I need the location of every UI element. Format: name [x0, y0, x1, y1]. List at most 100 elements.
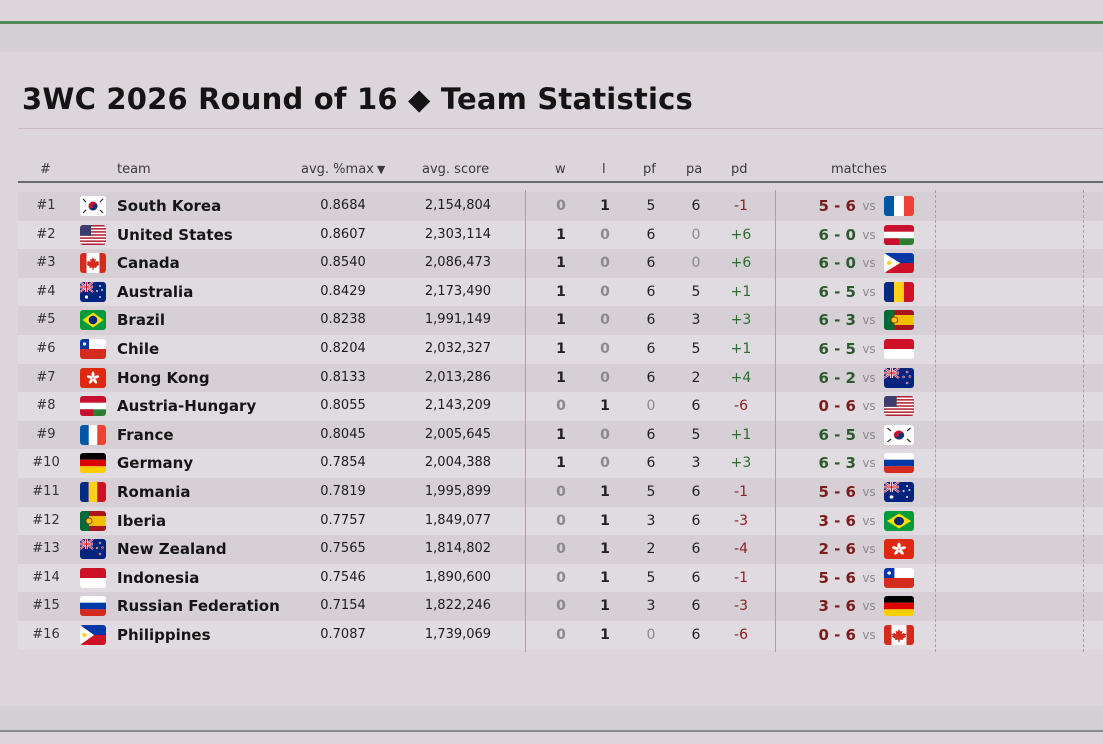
header-pa[interactable]: pa: [686, 162, 703, 177]
table-row[interactable]: #6 Chile 0.8204 2,032,327 1 0 6 5 +1 6 - 5 vs: [18, 335, 1103, 364]
iberia-flag-icon[interactable]: [884, 310, 914, 331]
philippines-flag-icon[interactable]: [884, 253, 914, 274]
header-avg-score[interactable]: avg. score: [422, 162, 490, 177]
losses-cell: 1: [600, 598, 610, 615]
match-score[interactable]: 6 - 0: [818, 225, 856, 244]
header-pd[interactable]: pd: [731, 162, 748, 177]
column-divider-matches: [775, 190, 776, 652]
match-score[interactable]: 5 - 6: [818, 197, 856, 215]
team-name[interactable]: Indonesia: [117, 568, 200, 587]
table-row[interactable]: #8 Austria-Hungary 0.8055 2,143,209 0 1 0 6 -6 0 …: [18, 392, 1103, 421]
match-score[interactable]: 6 - 5: [818, 340, 856, 358]
table-row[interactable]: #12 Iberia 0.7757 1,849,077 0 1 3 6 -3 3 - 6 vs: [18, 506, 1103, 536]
team-name[interactable]: Austria-Hungary: [117, 397, 257, 416]
team-name[interactable]: Hong Kong: [117, 368, 210, 387]
match-score[interactable]: 2 - 6: [818, 540, 856, 559]
team-name[interactable]: Russian Federation: [117, 597, 280, 616]
team-name[interactable]: Germany: [117, 454, 194, 473]
table-row[interactable]: #13 New Zealand 0.7565 1,814,802 0 1 2 6 -4 2 - 6…: [18, 535, 1103, 564]
header-team[interactable]: team: [117, 162, 151, 177]
match-score[interactable]: 6 - 2: [818, 368, 856, 387]
rank-cell: #5: [36, 312, 56, 328]
header-avg-max[interactable]: avg. %max ▼: [301, 162, 385, 177]
match-score[interactable]: 5 - 6: [818, 568, 856, 587]
header-w[interactable]: w: [555, 162, 566, 177]
team-name[interactable]: Brazil: [117, 311, 165, 330]
team-name[interactable]: United States: [117, 225, 233, 244]
table-row[interactable]: #2 United States 0.8607 2,303,114 1 0 6 0 +6 6 - …: [18, 220, 1103, 250]
match-score[interactable]: 6 - 3: [818, 454, 856, 473]
losses-cell: 1: [600, 627, 610, 643]
chile-flag-icon: [80, 339, 106, 359]
united-states-flag-icon[interactable]: [884, 396, 914, 417]
rank-cell: #1: [36, 198, 56, 213]
russia-flag-icon[interactable]: [884, 453, 914, 474]
losses-cell: 0: [600, 455, 610, 472]
team-name[interactable]: Canada: [117, 254, 180, 273]
table-row[interactable]: #16 Philippines 0.7087 1,739,069 0 1 0 6 -6 0 - 6…: [18, 621, 1103, 650]
match-score[interactable]: 3 - 6: [818, 511, 856, 530]
column-divider-dashed-1: [935, 190, 936, 652]
new-zealand-flag-icon: [80, 539, 106, 560]
point-diff-cell: -1: [734, 569, 748, 586]
header-matches: matches: [831, 162, 887, 177]
brazil-flag-icon[interactable]: [884, 510, 914, 531]
losses-cell: 0: [600, 341, 610, 357]
match-score[interactable]: 6 - 3: [818, 311, 856, 330]
header-l[interactable]: l: [602, 162, 606, 177]
table-row[interactable]: #10 Germany 0.7854 2,004,388 1 0 6 3 +3 6 - 3 vs: [18, 449, 1103, 478]
hong-kong-flag-icon[interactable]: [884, 539, 914, 560]
indonesia-flag-icon[interactable]: [884, 339, 914, 359]
match-score[interactable]: 3 - 6: [818, 597, 856, 616]
point-diff-cell: +1: [730, 426, 752, 443]
team-name[interactable]: Australia: [117, 282, 194, 301]
germany-flag-icon[interactable]: [884, 596, 914, 617]
vs-label: vs: [862, 427, 876, 442]
match-score[interactable]: 0 - 6: [818, 626, 856, 644]
table-row[interactable]: #9 France 0.8045 2,005,645 1 0 6 5 +1 6 - 5 vs: [18, 420, 1103, 450]
team-name[interactable]: South Korea: [117, 197, 222, 215]
austria-hungary-flag-icon[interactable]: [884, 224, 914, 245]
header-pf[interactable]: pf: [643, 162, 656, 177]
australia-flag-icon[interactable]: [884, 482, 914, 502]
avg-max-cell: 0.8238: [320, 312, 366, 328]
team-name[interactable]: Philippines: [117, 626, 211, 644]
team-name[interactable]: New Zealand: [117, 540, 227, 559]
match-score[interactable]: 0 - 6: [818, 397, 856, 416]
south-korea-flag-icon[interactable]: [884, 424, 914, 445]
points-against-cell: 5: [691, 283, 701, 300]
team-name[interactable]: Iberia: [117, 511, 167, 530]
points-against-cell: 5: [691, 341, 701, 357]
table-row[interactable]: #11 Romania 0.7819 1,995,899 0 1 5 6 -1 5 - 6 vs: [18, 478, 1103, 507]
table-row[interactable]: #4 Australia 0.8429 2,173,490 1 0 6 5 +1 6 - 5 vs: [18, 277, 1103, 307]
indonesia-flag-icon: [80, 567, 106, 588]
team-name[interactable]: Romania: [117, 483, 191, 501]
romania-flag-icon[interactable]: [884, 281, 914, 302]
table-row[interactable]: #1 South Korea 0.8684 2,154,804 0 1 5 6 -1 5 - 6 v…: [18, 192, 1103, 221]
wins-cell: 0: [556, 512, 566, 529]
match-score[interactable]: 6 - 5: [818, 282, 856, 301]
avg-max-cell: 0.8055: [320, 398, 366, 414]
vs-label: vs: [862, 342, 876, 356]
canada-flag-icon[interactable]: [884, 625, 914, 645]
wins-cell: 1: [556, 226, 566, 243]
wins-cell: 1: [556, 283, 566, 300]
points-for-cell: 3: [646, 512, 656, 529]
table-row[interactable]: #7 Hong Kong 0.8133 2,013,286 1 0 6 2 +4 6 - 2 vs: [18, 363, 1103, 393]
losses-cell: 0: [600, 226, 610, 243]
table-row[interactable]: #15 Russian Federation 0.7154 1,822,246 0 1 3 6…: [18, 592, 1103, 621]
team-name[interactable]: France: [117, 425, 174, 444]
points-against-cell: 5: [691, 426, 701, 443]
team-name[interactable]: Chile: [117, 340, 160, 358]
table-row[interactable]: #14 Indonesia 0.7546 1,890,600 0 1 5 6 -1 5 - 6 vs: [18, 563, 1103, 593]
match-score[interactable]: 6 - 0: [818, 254, 856, 273]
match-score[interactable]: 5 - 6: [818, 483, 856, 501]
france-flag-icon[interactable]: [884, 196, 914, 216]
points-for-cell: 5: [646, 198, 656, 214]
chile-flag-icon[interactable]: [884, 567, 914, 588]
points-for-cell: 6: [646, 255, 656, 272]
table-row[interactable]: #3 Canada 0.8540 2,086,473 1 0 6 0 +6 6 - 0 vs: [18, 249, 1103, 278]
new-zealand-flag-icon[interactable]: [884, 367, 914, 388]
match-score[interactable]: 6 - 5: [818, 425, 856, 444]
table-row[interactable]: #5 Brazil 0.8238 1,991,149 1 0 6 3 +3 6 - 3 vs: [18, 306, 1103, 335]
